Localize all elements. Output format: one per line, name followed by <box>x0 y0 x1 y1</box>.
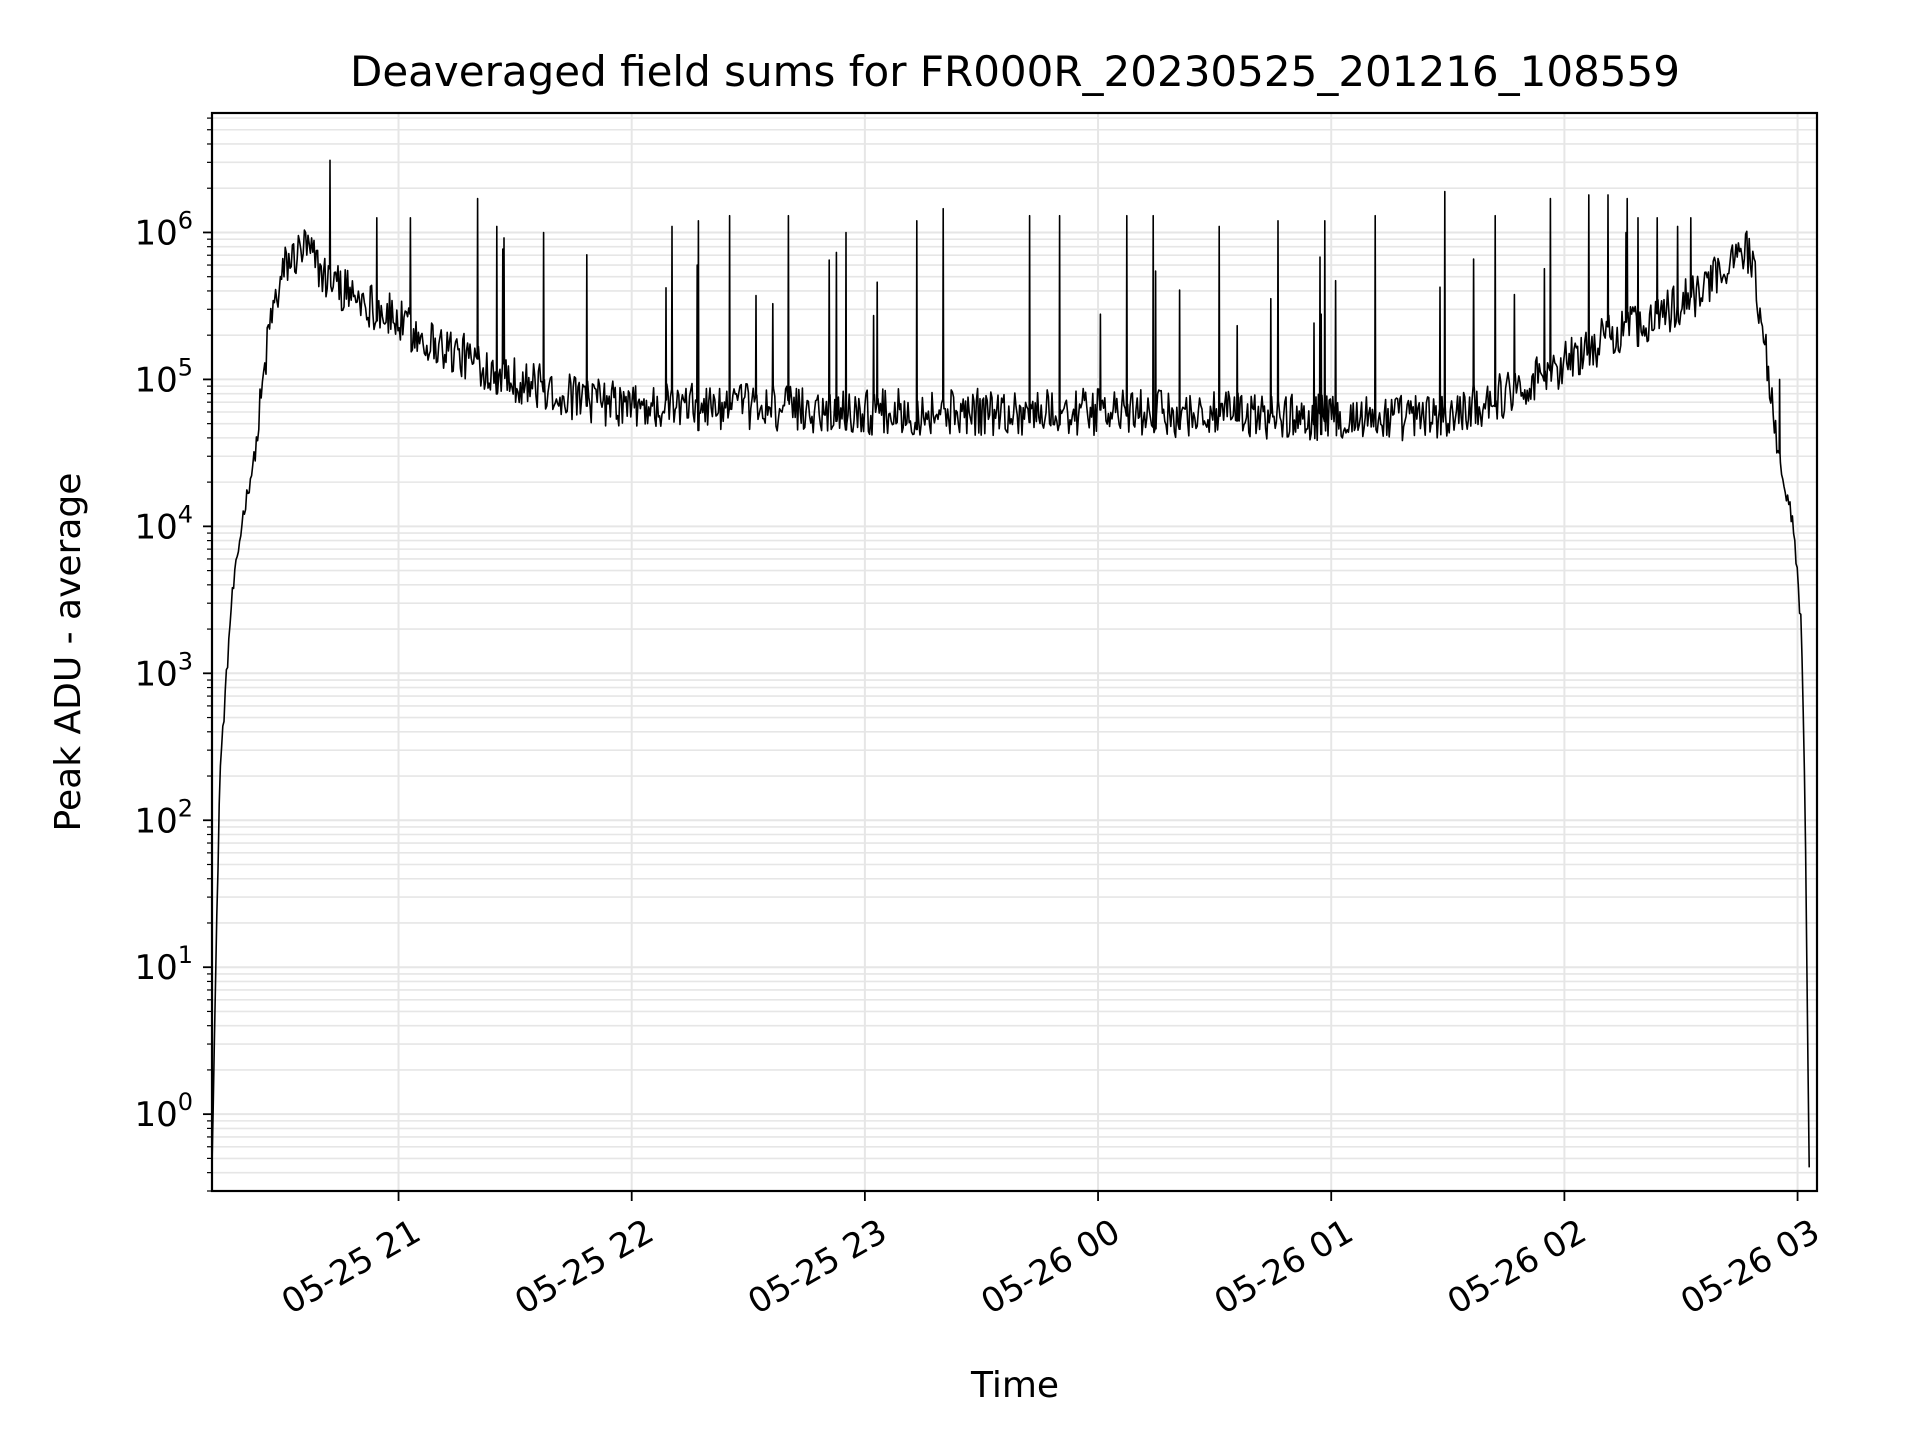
x-tick-label: 05-25 21 <box>275 1212 427 1323</box>
y-tick-label: 103 <box>134 647 193 694</box>
x-axis: 05-25 21 05-25 22 05-25 23 05-26 00 05-26 01… <box>275 1191 1826 1323</box>
grid-lines <box>212 113 1817 1192</box>
x-tick-label: 05-26 01 <box>1208 1212 1360 1323</box>
y-axis-label: Peak ADU - average <box>48 473 89 832</box>
y-tick-label: 104 <box>134 500 193 547</box>
y-tick-label: 100 <box>134 1088 193 1135</box>
y-tick-label: 106 <box>134 206 193 253</box>
x-tick-label: 05-26 03 <box>1674 1212 1826 1323</box>
x-tick-label: 05-26 00 <box>975 1212 1127 1323</box>
y-tick-label: 102 <box>134 794 193 841</box>
plot-frame <box>210 111 1819 1193</box>
y-tick-label: 101 <box>134 941 193 988</box>
x-axis-label: Time <box>970 1365 1059 1406</box>
x-tick-label: 05-25 23 <box>741 1212 893 1323</box>
chart-title: Deaveraged field sums for FR000R_2023052… <box>350 47 1680 96</box>
x-tick-label: 05-25 22 <box>508 1212 660 1323</box>
y-tick-label: 105 <box>134 353 193 400</box>
y-axis: 100 101 102 103 104 105 106 <box>134 117 212 1192</box>
x-tick-label: 05-26 02 <box>1441 1212 1593 1323</box>
series-line <box>211 159 1810 1168</box>
